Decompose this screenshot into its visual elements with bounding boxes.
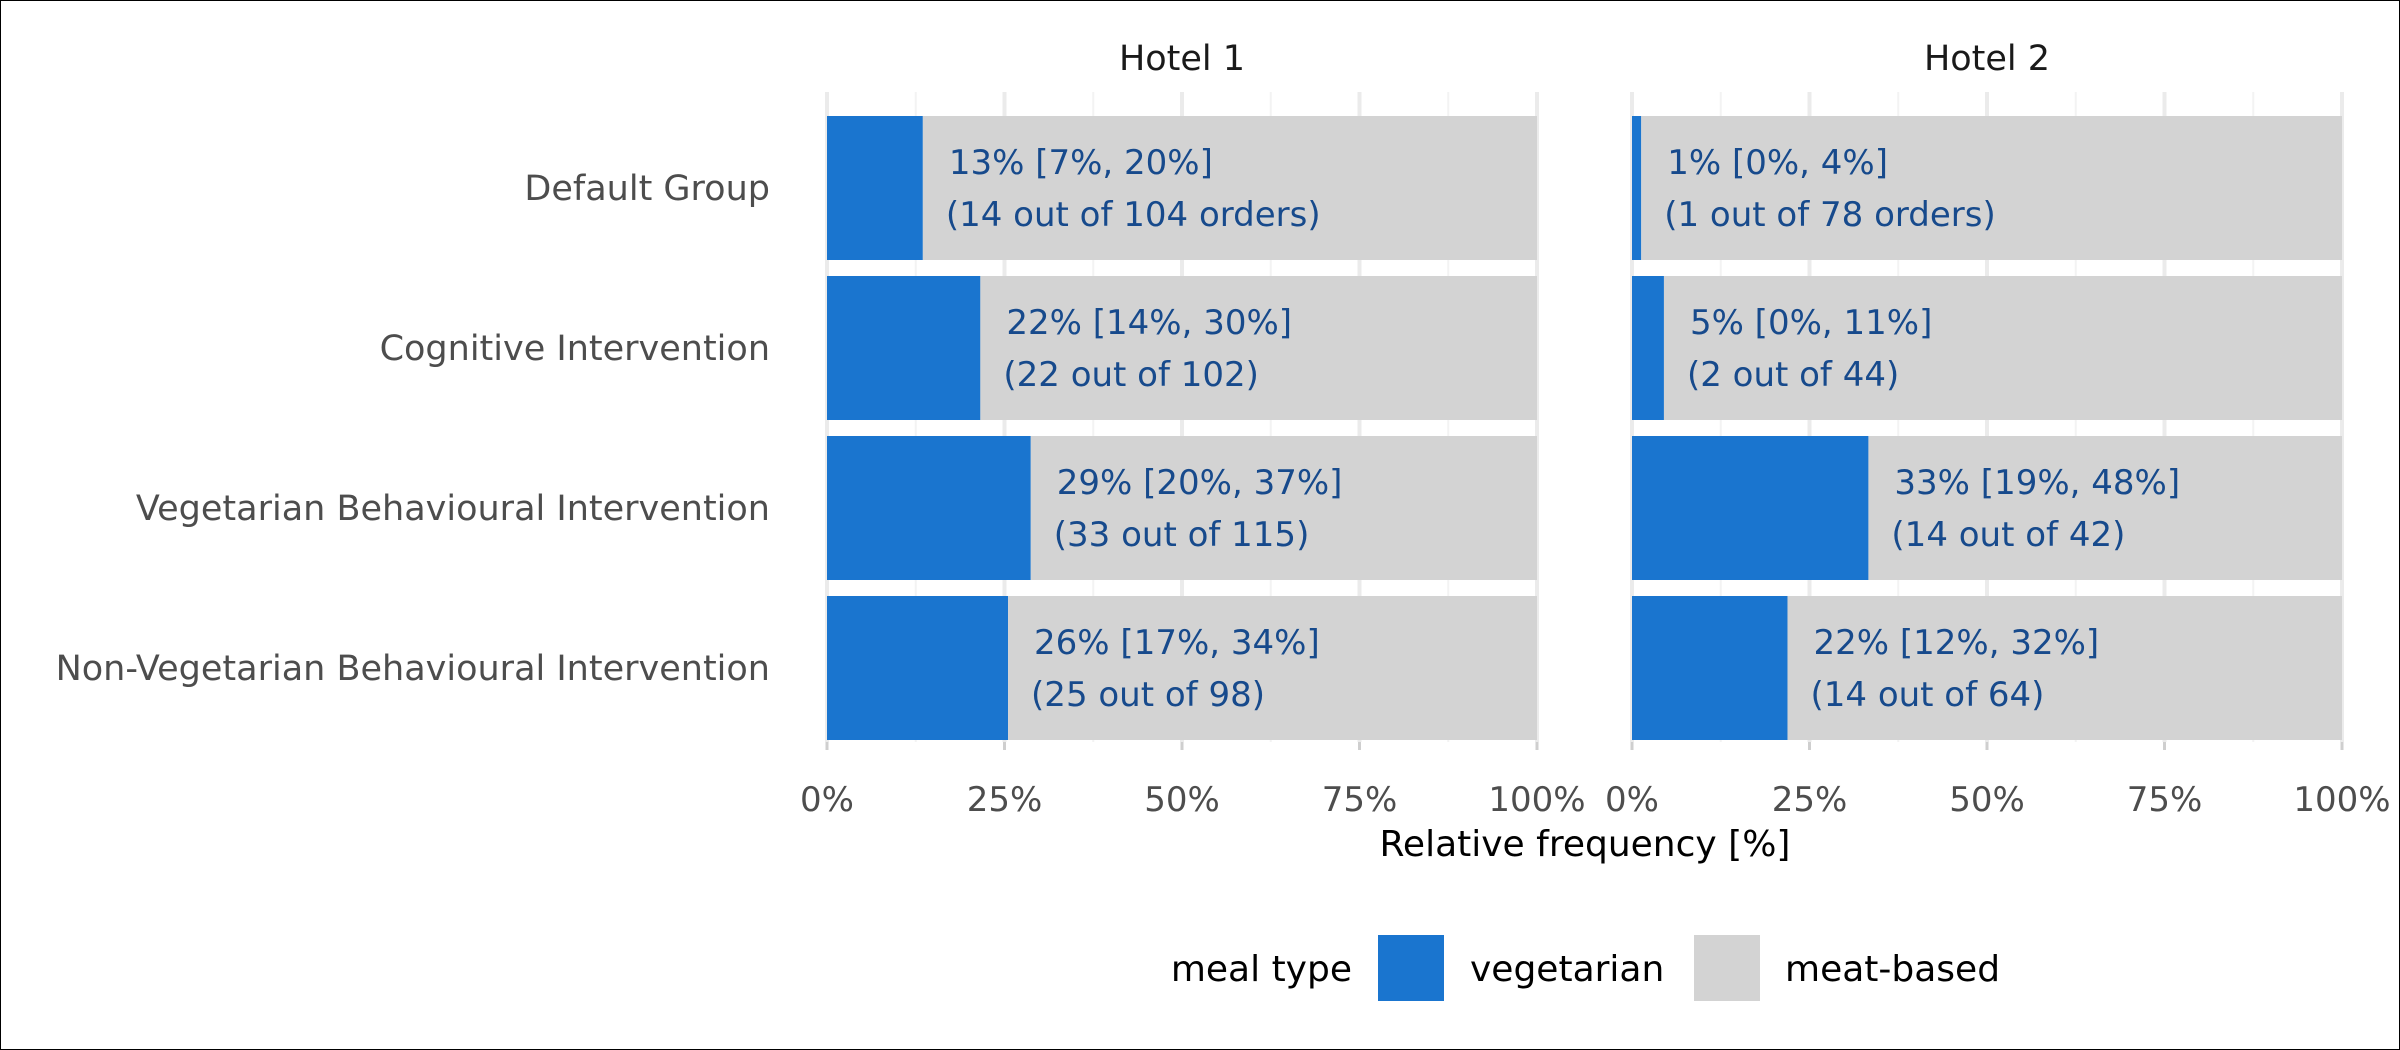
data-label: (25 out of 98) [1031,675,1265,715]
bar-meat-based [1787,596,2342,740]
legend-key-vegetarian [1378,935,1444,1001]
x-tick-label: 25% [967,780,1043,820]
legend-key-meat-based [1694,935,1760,1001]
category-label: Non-Vegetarian Behavioural Intervention [56,649,770,689]
data-label: (14 out of 64) [1810,675,2044,715]
bar-meat-based [980,276,1537,420]
x-tick-label: 75% [1322,780,1398,820]
bar-vegetarian [827,596,1009,740]
data-label: (14 out of 42) [1891,515,2125,555]
bar-meat-based [1868,436,2342,580]
data-label: (14 out of 104 orders) [946,195,1321,235]
bar-meat-based [1008,596,1537,740]
x-tick-label: 50% [1144,780,1220,820]
data-label: 26% [17%, 34%] [1034,623,1320,663]
bar-meat-based [1641,116,2342,260]
bar-meat-based [922,116,1537,260]
legend-label-vegetarian: vegetarian [1470,949,1664,990]
legend-title: meal type [1171,949,1352,990]
x-tick-label: 100% [1488,780,1585,820]
x-tick-label: 75% [2127,780,2203,820]
bar-vegetarian [1632,596,1788,740]
panel-title: Hotel 2 [1924,39,2050,79]
x-tick-label: 0% [800,780,854,820]
data-label: (1 out of 78 orders) [1664,195,1995,235]
category-label: Cognitive Intervention [380,329,770,369]
data-label: (33 out of 115) [1054,515,1310,555]
data-label: 33% [19%, 48%] [1894,463,2180,503]
legend-label-meat-based: meat-based [1785,949,2000,990]
bar-vegetarian [1632,436,1869,580]
x-axis-title: Relative frequency [%] [1380,824,1791,865]
bar-meat-based [1030,436,1537,580]
data-label: (22 out of 102) [1003,355,1259,395]
bar-vegetarian [827,436,1031,580]
data-label: 22% [14%, 30%] [1006,303,1292,343]
data-label: 1% [0%, 4%] [1667,143,1888,183]
bar-vegetarian [1632,276,1664,420]
x-tick-label: 25% [1772,780,1848,820]
bar-meat-based [1663,276,2342,420]
bar-vegetarian [827,116,923,260]
data-label: 5% [0%, 11%] [1690,303,1932,343]
bar-vegetarian [827,276,981,420]
data-label: (2 out of 44) [1687,355,1899,395]
bar-vegetarian [1632,116,1642,260]
x-tick-label: 0% [1605,780,1659,820]
data-label: 29% [20%, 37%] [1057,463,1343,503]
data-label: 22% [12%, 32%] [1813,623,2099,663]
data-label: 13% [7%, 20%] [949,143,1213,183]
category-label: Vegetarian Behavioural Intervention [136,489,770,529]
panel-title: Hotel 1 [1119,39,1245,79]
x-tick-label: 100% [2293,780,2390,820]
x-tick-label: 50% [1949,780,2025,820]
category-label: Default Group [524,169,770,209]
